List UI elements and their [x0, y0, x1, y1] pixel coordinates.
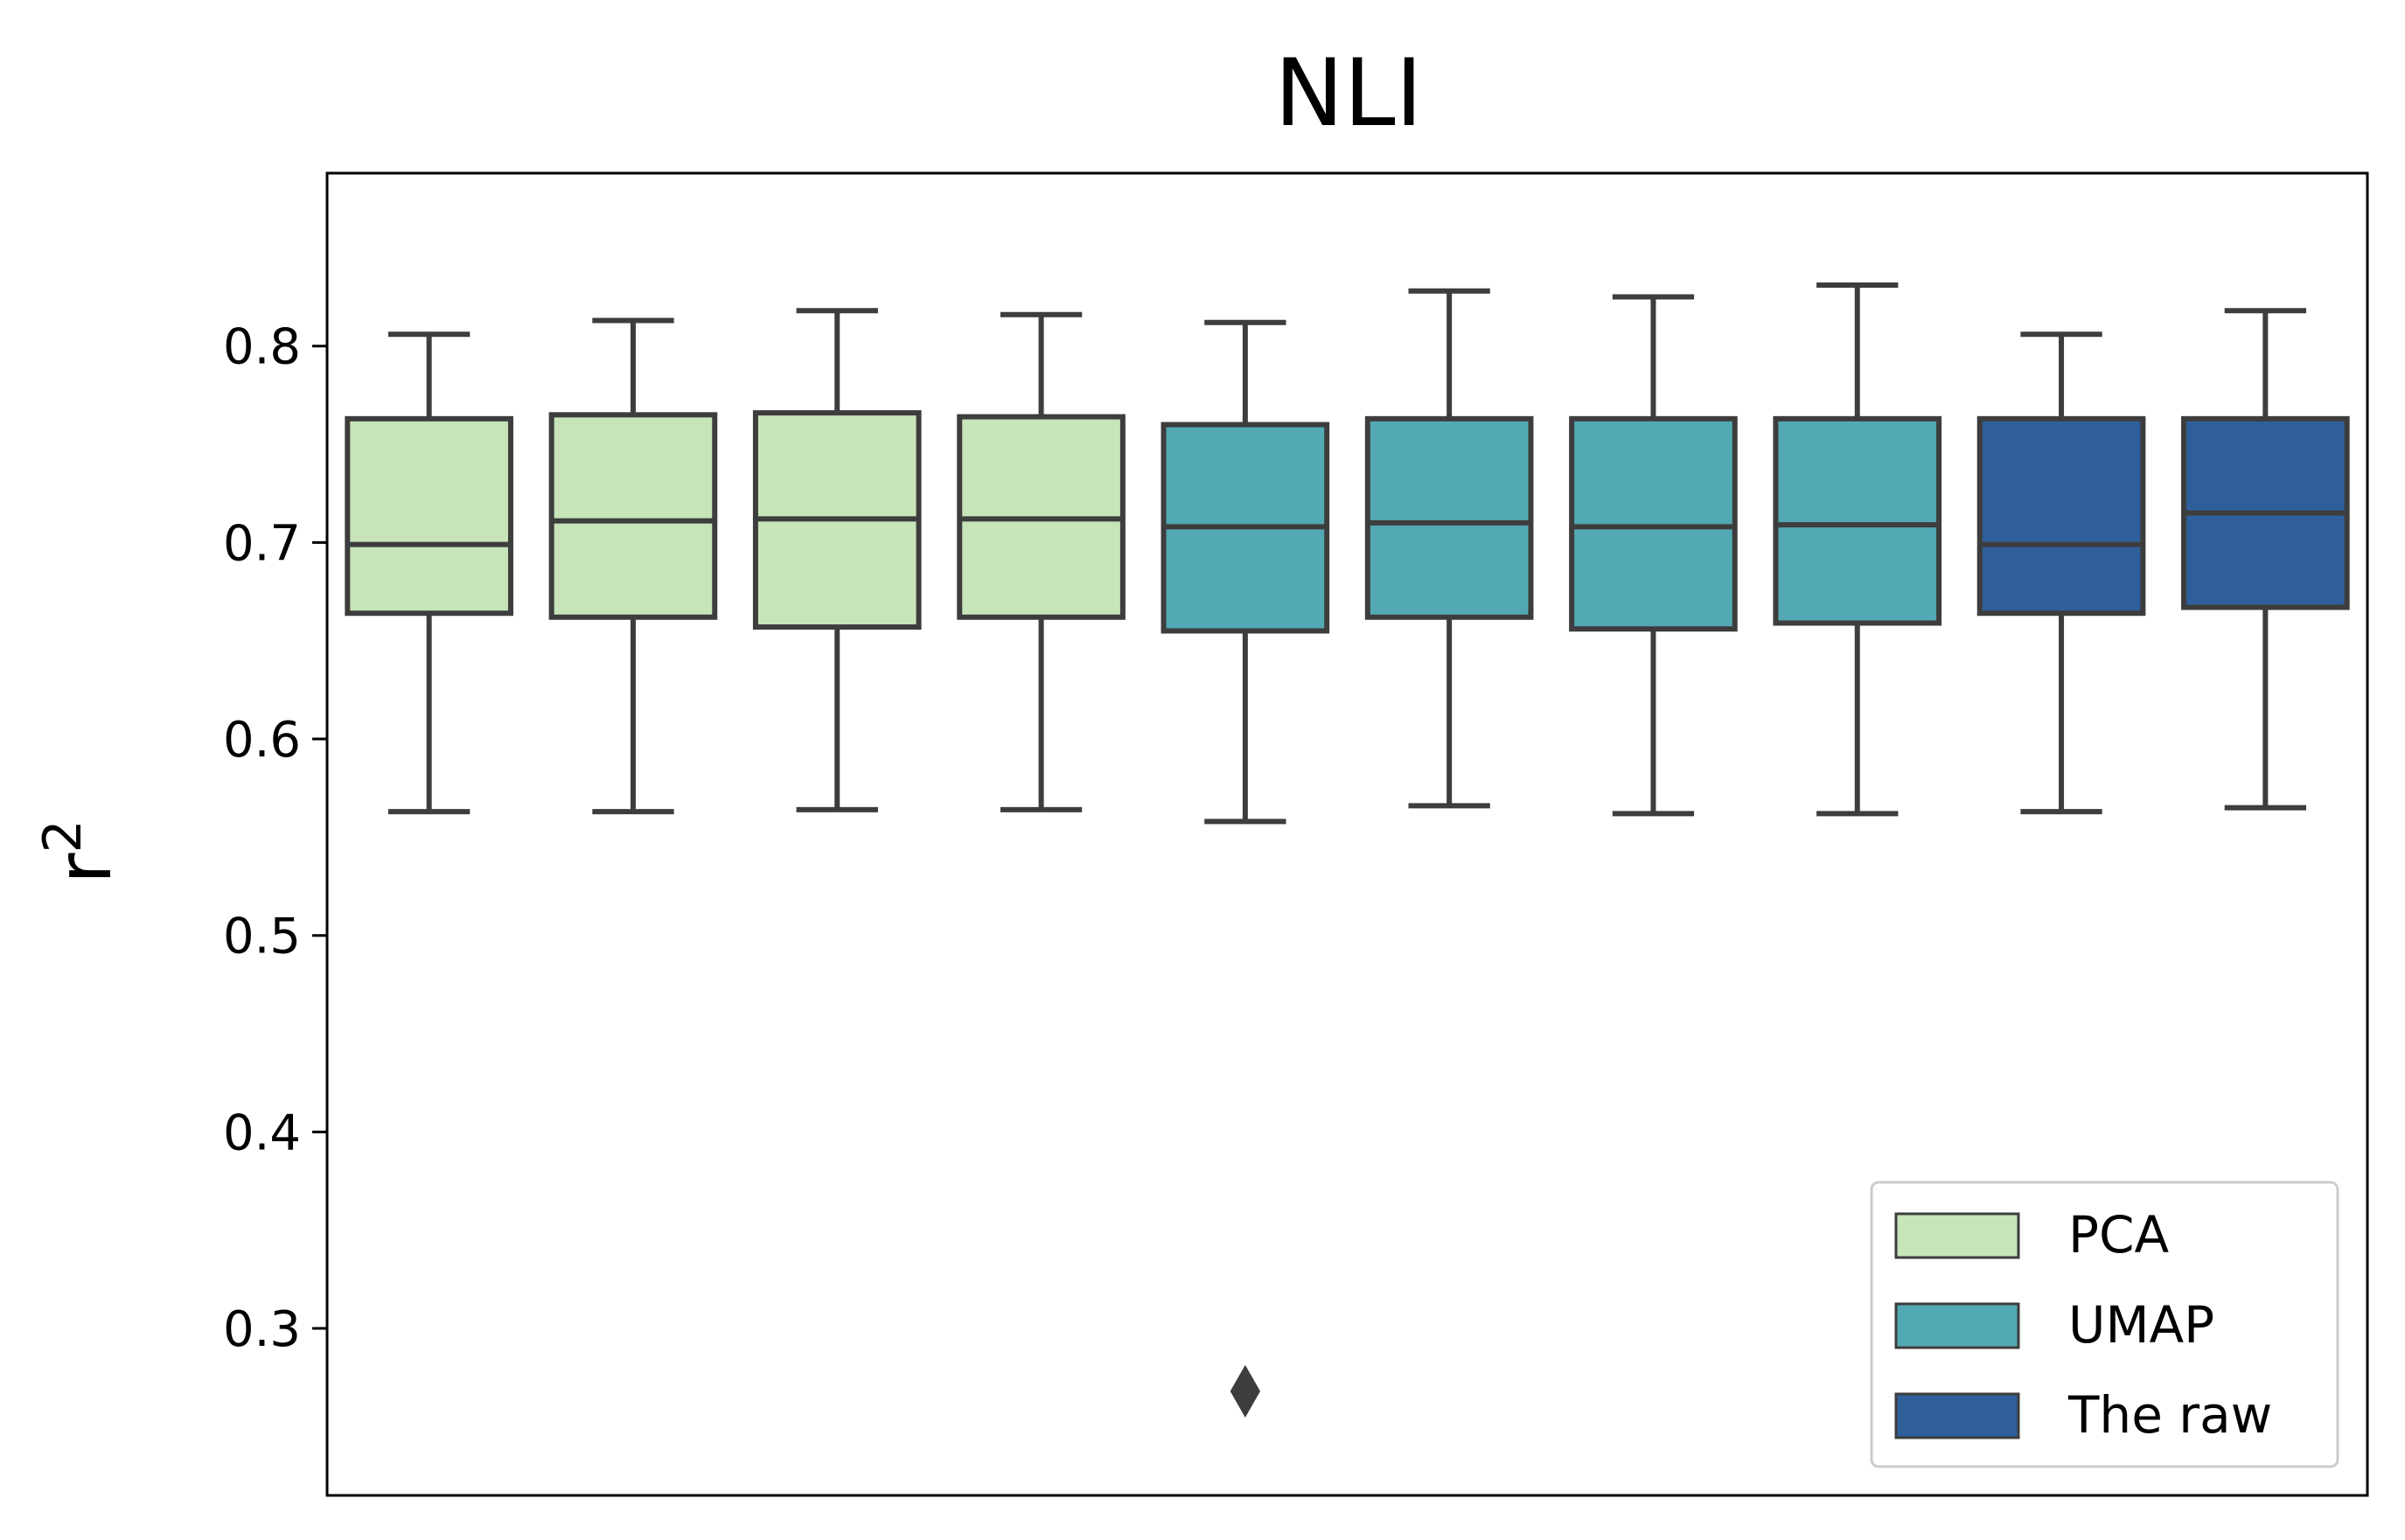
outlier-marker	[1230, 1364, 1261, 1418]
svg-text:r2: r2	[32, 819, 129, 884]
legend-item: PCA	[1894, 1205, 2169, 1265]
legend-item: The raw	[1894, 1385, 2272, 1445]
iqr-box	[1976, 415, 2146, 617]
y-tick-label: 0.8	[223, 319, 301, 376]
y-tick-label: 0.5	[223, 909, 301, 965]
legend-swatch	[1894, 1212, 2020, 1259]
box-6	[1364, 288, 1534, 809]
box-3	[752, 308, 922, 812]
y-tick-label: 0.4	[223, 1104, 301, 1161]
box-5	[1161, 319, 1330, 1418]
y-axis-label-base: r	[41, 853, 129, 884]
legend-label: The raw	[2067, 1385, 2272, 1445]
box-2	[548, 317, 718, 815]
box-10	[2181, 308, 2350, 811]
box-1	[345, 331, 513, 815]
y-tick-label: 0.3	[223, 1301, 301, 1358]
box-7	[1569, 294, 1738, 817]
y-axis: 0.3 0.4 0.5 0.6 0.7 0.8	[223, 319, 327, 1358]
iqr-box	[548, 412, 718, 620]
chart-title: NLI	[1274, 39, 1423, 147]
iqr-box	[1364, 415, 1534, 620]
legend-swatch	[1894, 1302, 2020, 1349]
iqr-box	[1569, 415, 1738, 632]
y-axis-label: r2	[32, 819, 129, 884]
plot-frame	[325, 171, 2369, 1497]
box-series	[345, 282, 2350, 1418]
legend-label: UMAP	[2068, 1295, 2214, 1355]
y-tick-label: 0.7	[223, 515, 301, 572]
legend-swatch	[1894, 1392, 2020, 1439]
box-8	[1773, 282, 1942, 817]
iqr-box	[1773, 415, 1942, 626]
iqr-box	[345, 415, 513, 617]
y-tick-label: 0.6	[223, 712, 301, 769]
box-9	[1976, 331, 2146, 815]
legend-item: UMAP	[1894, 1295, 2214, 1355]
y-axis-label-superscript: 2	[32, 819, 94, 853]
legend-label: PCA	[2068, 1205, 2169, 1265]
legend: PCA UMAP The raw	[1870, 1181, 2339, 1468]
box-4	[957, 311, 1126, 812]
